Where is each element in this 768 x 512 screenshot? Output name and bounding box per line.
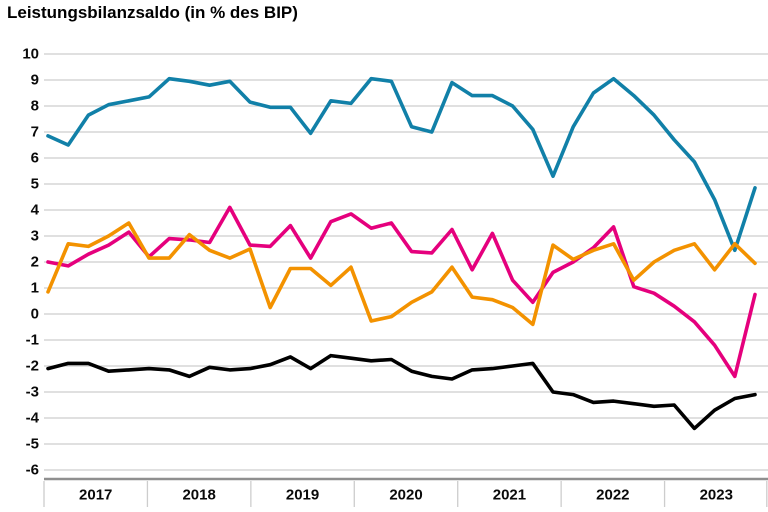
y-tick-label: 6 (31, 150, 39, 167)
x-tick-label: 2019 (286, 487, 319, 504)
x-tick-label: 2023 (700, 487, 733, 504)
y-tick-label: 1 (31, 280, 39, 297)
x-axis-labels: 2017 2018 2019 2020 2021 2022 2023 (43, 481, 768, 507)
y-tick-label: 8 (31, 98, 39, 115)
y-tick-label: -6 (26, 462, 39, 479)
y-tick-label: -4 (26, 410, 40, 427)
series-teal-line (46, 76, 757, 253)
gridlines (44, 53, 768, 471)
y-tick-label: 3 (31, 228, 39, 245)
y-tick-label: -3 (26, 384, 39, 401)
chart-title: Leistungsbilanzsaldo (in % des BIP) (7, 3, 298, 22)
y-tick-label: 10 (22, 46, 39, 63)
y-tick-label: 7 (31, 124, 39, 141)
series-magenta-line (46, 205, 757, 379)
x-tick-label: 2017 (79, 487, 112, 504)
y-tick-label: 2 (31, 254, 39, 271)
y-tick-label: 5 (31, 176, 39, 193)
y-tick-label: 9 (31, 72, 39, 89)
y-tick-label: 4 (31, 202, 40, 219)
x-tick-label: 2020 (389, 487, 422, 504)
x-tick-label: 2018 (182, 487, 215, 504)
x-tick-label: 2021 (493, 487, 526, 504)
x-tick-label: 2022 (596, 487, 629, 504)
y-tick-label: 0 (31, 306, 39, 323)
series-orange-line (46, 221, 757, 327)
y-tick-label: -2 (26, 358, 39, 375)
y-tick-label: -1 (26, 332, 39, 349)
series-lines (46, 76, 757, 431)
y-tick-label: -5 (26, 436, 39, 453)
series-black-line (46, 353, 757, 431)
